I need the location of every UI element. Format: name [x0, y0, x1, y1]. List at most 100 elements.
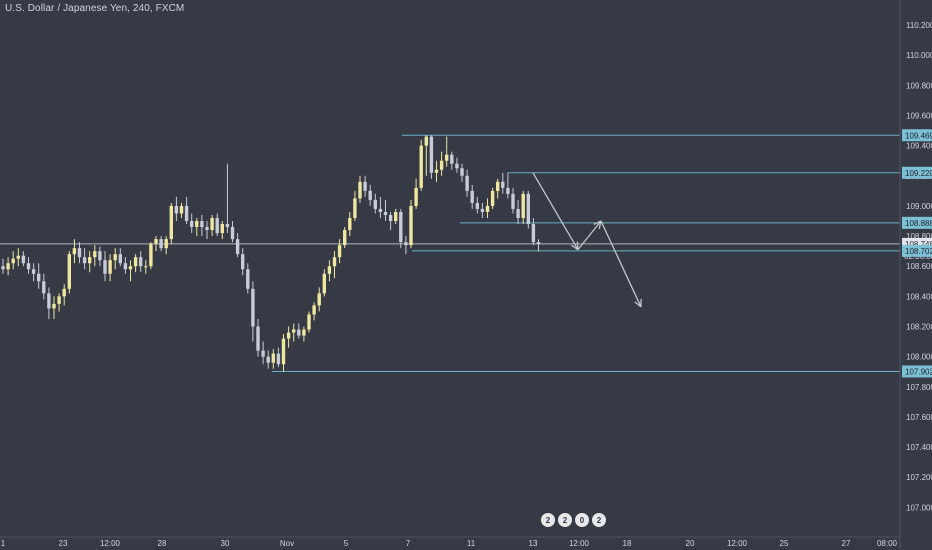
- candle-body: [307, 314, 311, 330]
- candle-body: [536, 242, 541, 244]
- arrow-head: [570, 244, 579, 251]
- projection-arrow: [577, 220, 602, 251]
- candle-body: [506, 187, 510, 194]
- candle-body: [460, 168, 464, 176]
- event-badges[interactable]: 2 2 0 2: [541, 513, 606, 527]
- candle-body: [322, 273, 326, 294]
- candle-body: [113, 254, 117, 261]
- candle-body: [37, 273, 41, 282]
- candle-body: [195, 221, 199, 228]
- candle-body: [424, 136, 428, 146]
- candle-body: [220, 224, 224, 234]
- level-label-bg: [902, 129, 932, 142]
- price-tick-label: 109.800: [906, 81, 932, 90]
- arrow-head: [576, 241, 579, 250]
- candle-body: [133, 257, 138, 267]
- arrow-head: [634, 301, 642, 308]
- candle-body: [57, 296, 61, 304]
- event-badge-2[interactable]: 2: [558, 513, 572, 527]
- level-label-bg: [902, 166, 932, 179]
- level-label-bg: [902, 365, 932, 378]
- candle-body: [337, 245, 342, 258]
- price-tick-label: 109.000: [906, 202, 932, 211]
- candle-body: [383, 211, 388, 215]
- candle-body: [271, 353, 275, 363]
- candle-body: [16, 255, 20, 259]
- time-tick-label: 13: [529, 539, 538, 548]
- candle-body: [399, 211, 403, 243]
- candle-body: [184, 205, 189, 222]
- level-label: 108.888: [905, 219, 932, 228]
- candle-body: [281, 338, 286, 365]
- time-axis[interactable]: 1 23 12:00 28 30 Nov 5 7 11 13 12:00 18 20 12:00 25 27 0…: [0, 536, 900, 548]
- candle-body: [368, 190, 372, 200]
- candle-body: [235, 239, 240, 255]
- candle-body: [123, 263, 128, 270]
- candle-body: [251, 288, 255, 327]
- candle-body: [353, 198, 357, 218]
- time-tick-label: 18: [623, 539, 632, 548]
- candle-body: [439, 160, 444, 170]
- candle-body: [302, 329, 306, 336]
- candle-body: [276, 353, 281, 365]
- candle-body: [169, 205, 173, 240]
- candle-body: [72, 248, 77, 255]
- candle-body: [521, 193, 525, 218]
- price-tick-label: 107.000: [906, 503, 932, 512]
- arrow-head: [593, 220, 602, 226]
- price-tick-label: 109.400: [906, 142, 932, 151]
- price-tick-label: 108.800: [906, 232, 932, 241]
- event-badge-1[interactable]: 2: [541, 513, 555, 527]
- candle-body: [292, 329, 296, 333]
- candle-body: [139, 257, 143, 267]
- event-badge-4[interactable]: 2: [592, 513, 606, 527]
- candle-body: [312, 305, 316, 315]
- candle-body: [286, 332, 291, 339]
- time-tick-label: 25: [780, 539, 789, 548]
- candle-body: [11, 258, 15, 264]
- candle-body: [332, 257, 337, 267]
- candle-body: [480, 208, 485, 212]
- candle-body: [200, 221, 204, 228]
- candle-body: [455, 163, 459, 169]
- candle-body: [414, 187, 418, 206]
- candle-body: [373, 199, 377, 209]
- level-lines: [0, 134, 900, 372]
- event-badge-3[interactable]: 0: [575, 513, 589, 527]
- price-tick-label: 108.200: [906, 323, 932, 332]
- price-tick-label: 108.600: [906, 262, 932, 271]
- level-label: 109.469: [905, 131, 932, 140]
- candle-body: [118, 254, 122, 264]
- time-tick-label: 1: [1, 539, 6, 548]
- candle-body: [52, 303, 56, 309]
- price-tick-label: 107.200: [906, 473, 932, 482]
- candle-body: [434, 169, 439, 173]
- candle-body: [256, 326, 260, 351]
- price-axis[interactable]: 107.000 107.200 107.400 107.600 107.800 108.0…: [899, 0, 932, 550]
- candle-body: [21, 255, 26, 264]
- level-label: 109.220: [905, 169, 932, 178]
- candle-body: [445, 154, 449, 161]
- price-tick-label: 108.000: [906, 353, 932, 362]
- time-tick-label: 11: [467, 539, 476, 548]
- candles: [1, 135, 541, 372]
- candle-body: [149, 243, 153, 267]
- candle-body: [103, 260, 107, 274]
- candle-body: [26, 263, 31, 270]
- time-tick-label: 12:00: [727, 539, 748, 548]
- candle-body: [404, 242, 408, 246]
- candle-body: [210, 218, 214, 231]
- time-tick-label: 30: [221, 539, 230, 548]
- projection-arrow: [532, 172, 579, 250]
- candle-body: [67, 254, 71, 289]
- candle-body: [465, 175, 469, 191]
- candle-body: [230, 227, 235, 240]
- candle-body: [348, 218, 352, 231]
- chart-title: U.S. Dollar / Japanese Yen, 240, FXCM: [5, 3, 185, 14]
- candle-body: [174, 205, 179, 214]
- time-tick-label: 23: [59, 539, 68, 548]
- level-label-bg: [902, 216, 932, 229]
- candle-body: [363, 181, 367, 191]
- candle-body: [205, 227, 209, 231]
